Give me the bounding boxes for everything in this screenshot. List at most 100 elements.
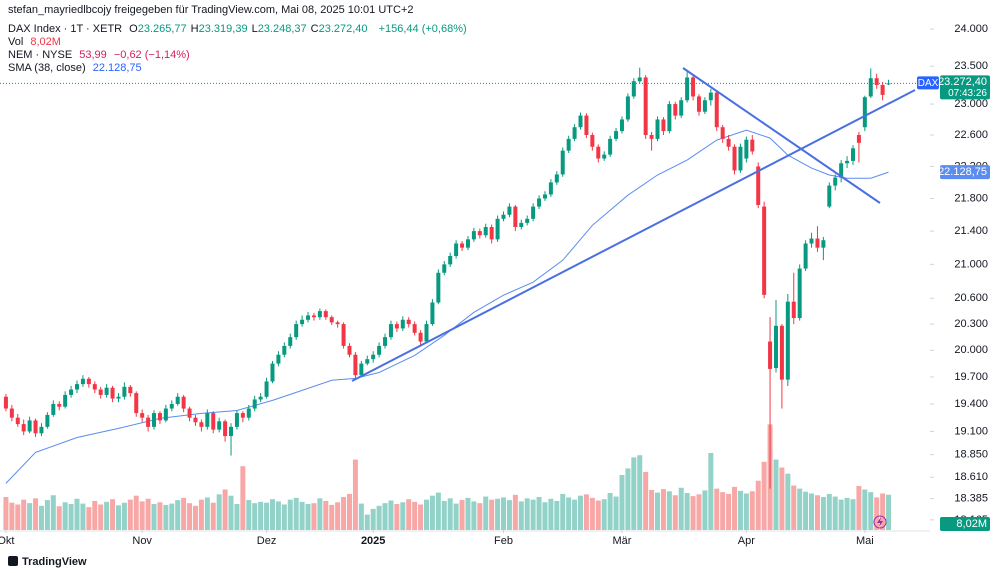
- sma-badge: [940, 165, 990, 180]
- candle-body: [762, 206, 767, 295]
- volume-bar: [696, 494, 702, 530]
- x-tick-label: Okt: [0, 535, 14, 547]
- volume-badge-value: 8,02M: [956, 518, 987, 530]
- candle-body: [92, 384, 97, 390]
- volume-bar: [560, 493, 566, 530]
- candle-body: [45, 414, 50, 427]
- candle-body: [27, 420, 32, 432]
- volume-bar: [690, 496, 696, 530]
- volume-bar: [346, 493, 352, 530]
- volume-bar: [151, 504, 157, 530]
- candle-body: [223, 421, 228, 437]
- volume-bar: [240, 466, 246, 530]
- x-tick-label: Apr: [738, 535, 755, 547]
- price-badge-value: 23.272,40: [938, 76, 987, 88]
- candle-body: [157, 413, 162, 421]
- y-tick-label: 24.000: [954, 23, 988, 35]
- candle-body: [572, 127, 577, 139]
- volume-bar: [672, 495, 678, 530]
- x-tick-label: Dez: [257, 535, 277, 547]
- candle-body: [803, 243, 808, 269]
- y-tick-label: 23.000: [954, 98, 988, 110]
- sma-value: 22.128,75: [92, 62, 142, 74]
- price-badge-symbol: [917, 76, 939, 90]
- volume-bar: [714, 488, 720, 530]
- candle-body: [246, 408, 251, 418]
- candle-body: [542, 194, 547, 199]
- candle-body: [661, 119, 666, 132]
- candle-body: [282, 345, 287, 355]
- candle-body: [270, 363, 275, 382]
- volume-bar: [578, 495, 584, 530]
- volume-bar: [803, 491, 809, 530]
- candle-body: [608, 138, 613, 155]
- candle-body: [738, 146, 743, 171]
- volume-bar: [542, 502, 548, 530]
- volume-bar: [868, 492, 874, 530]
- candle-body: [229, 426, 234, 437]
- candle-body: [122, 386, 127, 397]
- volume-bar: [655, 492, 661, 530]
- candle-body: [578, 115, 583, 128]
- volume-bar: [619, 475, 625, 530]
- candle-body: [673, 104, 678, 116]
- candle-body: [288, 337, 293, 346]
- volume-bar: [121, 502, 127, 530]
- volume-bar: [506, 500, 512, 530]
- candle-body: [436, 272, 441, 303]
- vol-label: Vol: [8, 36, 24, 48]
- candle-body: [560, 150, 565, 175]
- candle-body: [252, 399, 257, 409]
- change: +156,44 (+0,68%): [378, 23, 467, 35]
- y-tick-label: 18.850: [954, 449, 988, 461]
- volume-bar: [814, 495, 820, 530]
- volume-bar: [293, 497, 299, 530]
- candle-body: [104, 387, 109, 395]
- volume-bar: [471, 501, 477, 530]
- volume-bar: [364, 514, 370, 530]
- volume-bar: [737, 490, 743, 530]
- candle-body: [856, 134, 861, 143]
- candle-body: [110, 387, 115, 399]
- volume-bar: [110, 499, 116, 530]
- trend-line: [682, 67, 881, 204]
- candle-body: [80, 378, 85, 385]
- volume-bar: [358, 503, 364, 530]
- volume-bar: [820, 497, 826, 530]
- candle-body: [335, 322, 340, 325]
- candle-body: [631, 81, 636, 97]
- x-tick-label: Feb: [494, 535, 513, 547]
- volume-bar: [601, 499, 607, 530]
- volume-bar: [495, 498, 501, 530]
- volume-bar: [127, 499, 133, 530]
- candle-body: [584, 115, 589, 135]
- candle-body: [169, 403, 174, 409]
- candle-body: [442, 264, 447, 273]
- volume-bar: [684, 493, 690, 530]
- vol-legend: Vol 8,02M: [8, 36, 65, 48]
- volume-bar: [98, 504, 104, 530]
- volume-bar: [512, 494, 518, 530]
- volume-bar: [702, 490, 708, 530]
- volume-bar: [394, 504, 400, 530]
- volume-bar: [115, 505, 121, 530]
- candle-body: [63, 394, 68, 407]
- volume-bar: [370, 508, 376, 530]
- candle-body: [460, 243, 465, 248]
- volume-bar: [607, 493, 613, 530]
- candle-body: [388, 324, 393, 338]
- volume-bar: [880, 493, 886, 530]
- candle-body: [69, 389, 74, 395]
- candle-body: [377, 345, 382, 355]
- volume-bar: [660, 489, 666, 530]
- volume-bar: [21, 499, 27, 530]
- candle-body: [175, 396, 180, 404]
- volume-bar: [56, 506, 62, 530]
- candle-body: [471, 231, 476, 240]
- y-tick-label: 21.800: [954, 192, 988, 204]
- brand: TradingView: [8, 556, 87, 568]
- alert-icon[interactable]: [873, 515, 887, 529]
- candle-body: [880, 85, 885, 95]
- volume-bar: [423, 499, 429, 530]
- price-badge-countdown: 07:43:26: [948, 88, 987, 99]
